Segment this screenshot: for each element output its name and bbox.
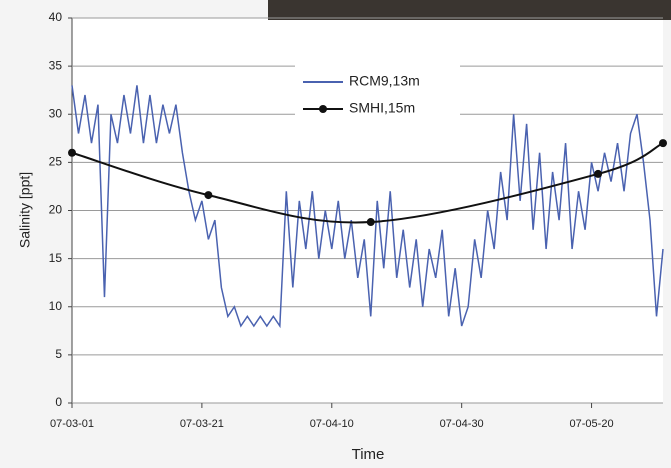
y-tick-label: 15	[49, 251, 63, 265]
y-tick-label: 5	[55, 347, 62, 361]
data-point	[367, 218, 375, 226]
legend-label: SMHI,15m	[349, 100, 415, 116]
legend-marker	[319, 105, 327, 113]
y-tick-label: 10	[49, 299, 63, 313]
x-tick-label: 07-03-21	[180, 418, 224, 430]
data-point	[68, 149, 76, 157]
photo-inset	[268, 0, 671, 20]
x-tick-label: 07-04-10	[310, 418, 354, 430]
chart: Time Salinity [ppt] 0 5 10 15 20 25 30 35 40 07-0…	[0, 0, 671, 468]
y-tick-label: 25	[49, 155, 63, 169]
x-tick-label: 07-05-20	[570, 418, 614, 430]
y-tick-label: 35	[49, 58, 63, 72]
page: {"chart_data": {"type": "line", "x_label…	[0, 0, 671, 468]
y-tick-label: 20	[49, 203, 63, 217]
x-tick-label: 07-04-30	[440, 418, 484, 430]
y-tick-label: 0	[55, 395, 62, 409]
legend-label: RCM9,13m	[349, 73, 420, 89]
y-tick-label: 30	[49, 106, 63, 120]
y-tick-label: 40	[49, 10, 63, 24]
x-axis-label: Time	[352, 446, 385, 463]
data-point	[594, 170, 602, 178]
data-point	[204, 191, 212, 199]
data-point	[659, 139, 667, 147]
x-tick-label: 07-03-01	[50, 418, 94, 430]
y-axis-label: Salinity [ppt]	[17, 172, 33, 248]
